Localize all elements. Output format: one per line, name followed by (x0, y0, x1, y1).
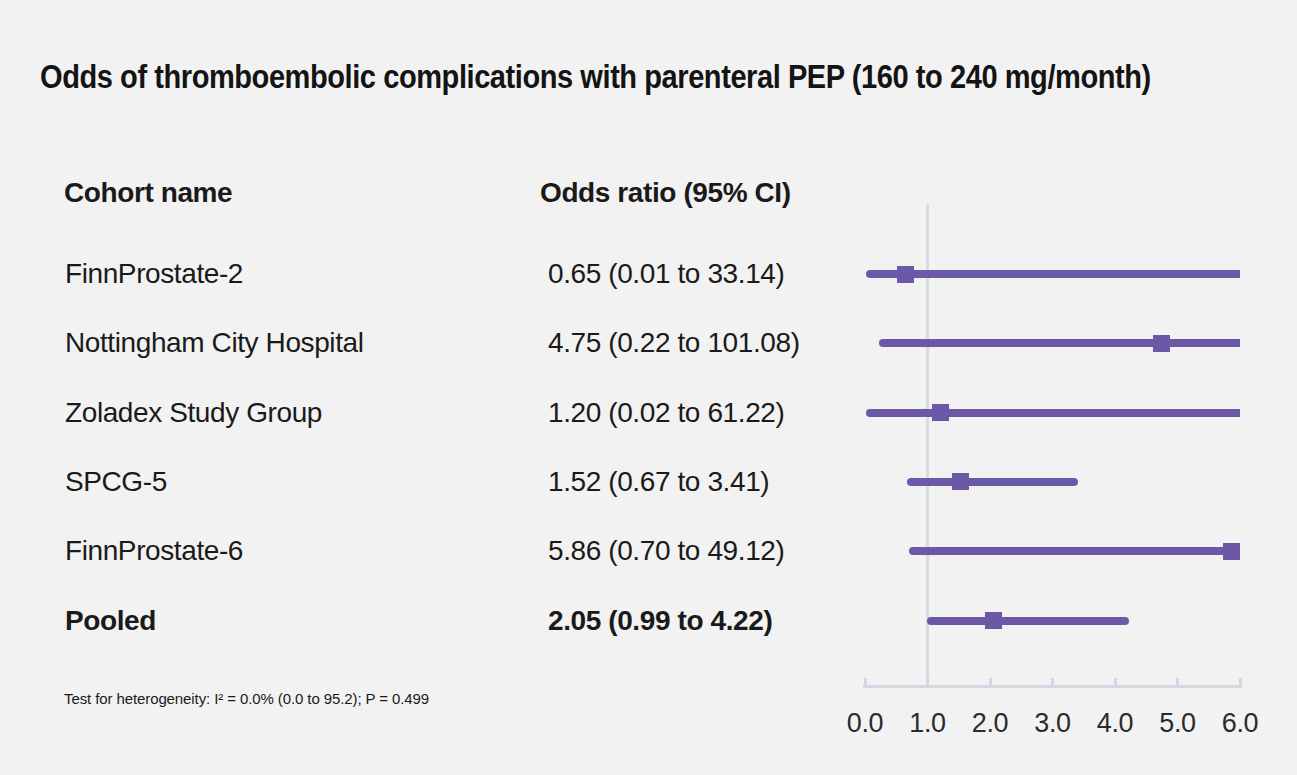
or-marker (985, 612, 1002, 629)
x-axis-tick (1114, 678, 1117, 685)
ci-line (909, 547, 1240, 555)
ci-line (866, 409, 1240, 417)
x-axis-tick (926, 678, 929, 685)
cohort-label: Zoladex Study Group (65, 397, 322, 429)
forest-plot-figure: Odds of thromboembolic complications wit… (0, 0, 1297, 775)
x-axis-tick-label: 1.0 (896, 708, 960, 739)
x-axis-line (863, 685, 1242, 688)
ci-line (907, 478, 1078, 486)
ci-line (879, 339, 1240, 347)
x-axis-tick (1176, 678, 1179, 685)
x-axis-tick-label: 2.0 (958, 708, 1022, 739)
x-axis-tick-label: 3.0 (1021, 708, 1085, 739)
odds-ratio-value: 5.86 (0.70 to 49.12) (548, 535, 784, 567)
cohort-label: Nottingham City Hospital (65, 327, 364, 359)
odds-ratio-value: 4.75 (0.22 to 101.08) (548, 327, 800, 359)
x-axis-tick-label: 5.0 (1146, 708, 1210, 739)
x-axis-tick (1239, 678, 1242, 685)
cohort-label: FinnProstate-6 (65, 535, 243, 567)
cohort-label: Pooled (65, 605, 156, 637)
or-marker (1153, 335, 1170, 352)
odds-ratio-value: 1.20 (0.02 to 61.22) (548, 397, 784, 429)
x-axis-tick-label: 6.0 (1208, 708, 1272, 739)
cohort-label: SPCG-5 (65, 466, 167, 498)
or-marker (1223, 543, 1240, 560)
odds-ratio-value: 0.65 (0.01 to 33.14) (548, 258, 784, 290)
odds-ratio-value: 1.52 (0.67 to 3.41) (548, 466, 769, 498)
or-marker (952, 473, 969, 490)
odds-ratio-value: 2.05 (0.99 to 4.22) (548, 605, 772, 637)
ci-line (927, 617, 1129, 625)
cohort-label: FinnProstate-2 (65, 258, 243, 290)
ci-line (866, 270, 1240, 278)
x-axis-tick (989, 678, 992, 685)
or-marker (932, 404, 949, 421)
heterogeneity-footnote: Test for heterogeneity: I² = 0.0% (0.0 t… (64, 690, 429, 707)
x-axis-tick (1051, 678, 1054, 685)
x-axis-tick-label: 0.0 (833, 708, 897, 739)
x-axis-tick-label: 4.0 (1083, 708, 1147, 739)
forest-plot: FinnProstate-2 0.65 (0.01 to 33.14) Nottin… (0, 0, 1297, 775)
x-axis-tick (864, 678, 867, 685)
or-marker (897, 266, 914, 283)
